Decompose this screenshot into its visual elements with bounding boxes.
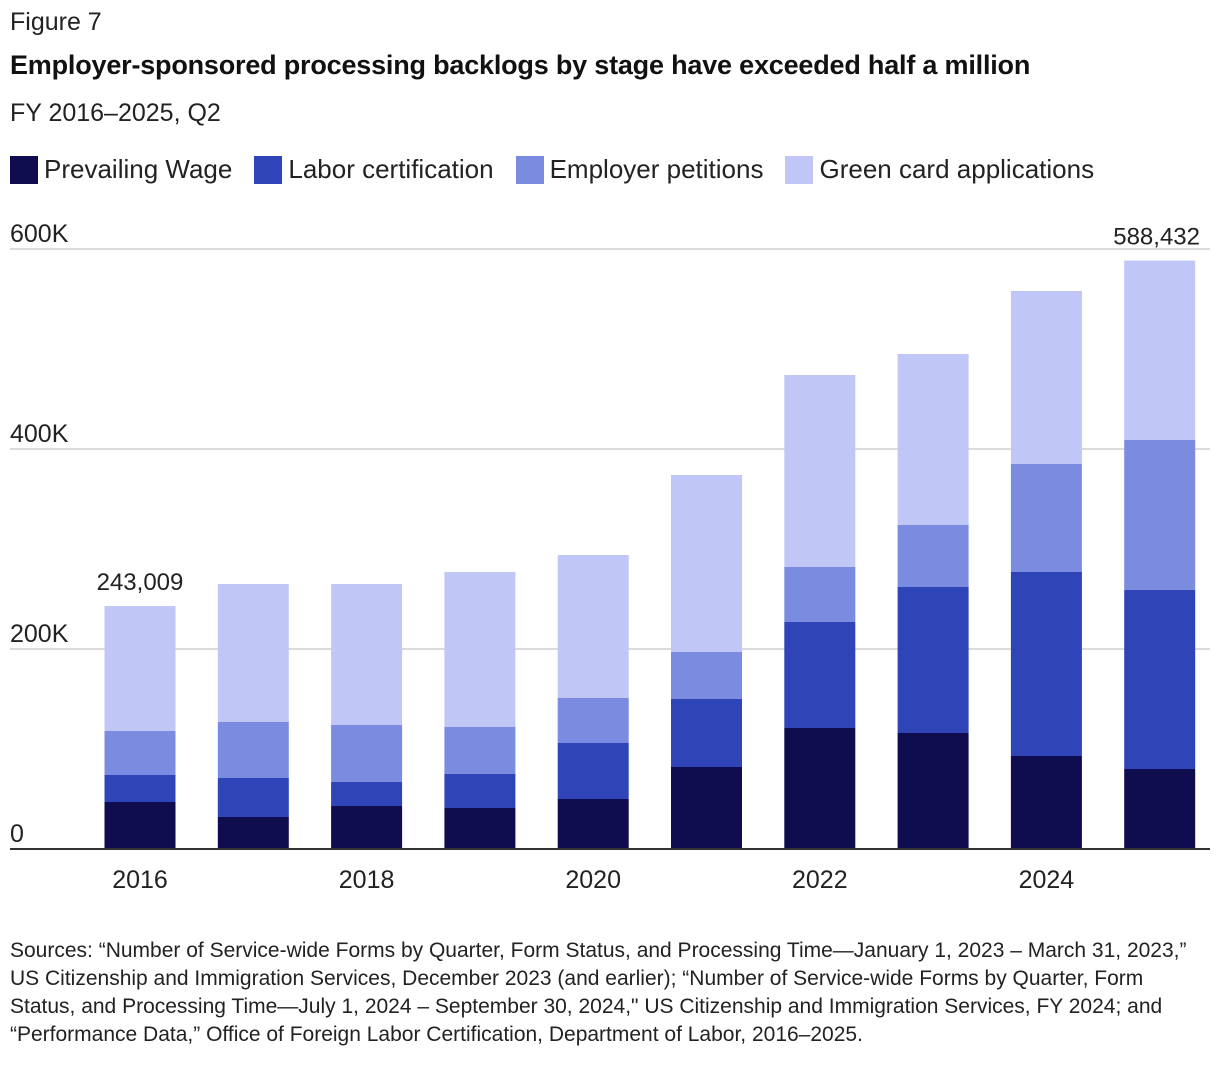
legend-swatch [254,155,283,184]
bar-segment-prevailing-wage [897,733,969,849]
bar-segment-prevailing-wage [1124,769,1196,849]
legend-item-prevailing-wage: Prevailing Wage [10,154,232,185]
legend-label: Prevailing Wage [44,154,233,184]
legend-swatch [785,155,814,184]
chart-legend: Prevailing Wage Labor certification Empl… [10,154,1116,185]
bar-segment-prevailing-wage [784,728,856,849]
bar-segment-green-card-applications [1124,260,1196,440]
bar-segment-prevailing-wage [671,767,742,849]
legend-item-labor-certification: Labor certification [254,154,494,185]
x-tick-label: 2024 [1019,866,1075,894]
bar-segment-employer-petitions [444,727,516,774]
bar-segment-employer-petitions [557,698,629,743]
bar-segment-green-card-applications [331,584,403,725]
x-tick-label: 2020 [565,866,621,894]
data-label: 588,432 [1113,224,1200,251]
y-tick-label: 600K [10,220,69,248]
bar-segment-labor-certification [671,699,742,767]
x-tick-label: 2018 [339,866,395,894]
legend-label: Employer petitions [549,154,764,184]
bar-segment-labor-certification [1010,572,1082,756]
bar-segment-employer-petitions [104,731,176,775]
bar-segment-labor-certification [217,778,289,817]
legend-swatch [10,155,38,184]
bar-segment-green-card-applications [1010,291,1082,464]
x-tick-label: 2022 [792,866,848,894]
y-tick-label: 200K [10,620,69,648]
x-tick-label: 2016 [112,866,168,894]
bar-segment-prevailing-wage [444,808,516,849]
bar-segment-green-card-applications [104,605,176,731]
bar-segment-labor-certification [331,782,403,806]
legend-label: Green card applications [819,154,1095,184]
bar-segment-employer-petitions [784,567,856,622]
bar-segment-labor-certification [444,774,516,808]
bar-segment-prevailing-wage [1010,756,1082,849]
bar-segment-employer-petitions [331,725,403,782]
bar-segment-employer-petitions [671,652,742,699]
bar-segment-labor-certification [897,587,969,733]
bar-segment-green-card-applications [784,375,856,567]
bar-segment-labor-certification [104,775,176,802]
legend-swatch [515,155,544,184]
bar-segment-employer-petitions [1010,464,1082,572]
bar-segment-green-card-applications [671,475,742,652]
figure-label: Figure 7 [10,8,102,36]
bar-segment-employer-petitions [1124,440,1196,590]
bar-segment-green-card-applications [897,354,969,525]
bar-segment-employer-petitions [217,722,289,778]
bar-segment-prevailing-wage [557,799,629,849]
bar-segment-labor-certification [1124,590,1196,769]
bar-segment-green-card-applications [557,555,629,698]
bar-segment-employer-petitions [897,525,969,587]
data-label: 243,009 [97,569,184,596]
bar-segment-prevailing-wage [104,802,176,849]
bar-segment-green-card-applications [217,584,289,722]
y-tick-label: 400K [10,420,69,448]
source-note: Sources: “Number of Service-wide Forms b… [10,939,1187,1046]
bar-segment-green-card-applications [444,572,516,727]
legend-item-green-card-applications: Green card applications [785,154,1094,185]
stacked-bar-chart: 0 200K 400K 600K 2016 2018 2020 2022 2024 243,009… [10,220,1210,894]
chart-title: Employer-sponsored processing backlogs b… [10,50,1031,80]
bar-segment-prevailing-wage [217,817,289,849]
y-tick-label: 0 [10,820,24,848]
bar-segment-prevailing-wage [331,806,403,849]
legend-item-employer-petitions: Employer petitions [515,154,764,185]
bar-segment-labor-certification [557,743,629,799]
bar-segment-labor-certification [784,622,856,728]
legend-label: Labor certification [288,154,494,184]
chart-subtitle: FY 2016–2025, Q2 [10,99,221,127]
